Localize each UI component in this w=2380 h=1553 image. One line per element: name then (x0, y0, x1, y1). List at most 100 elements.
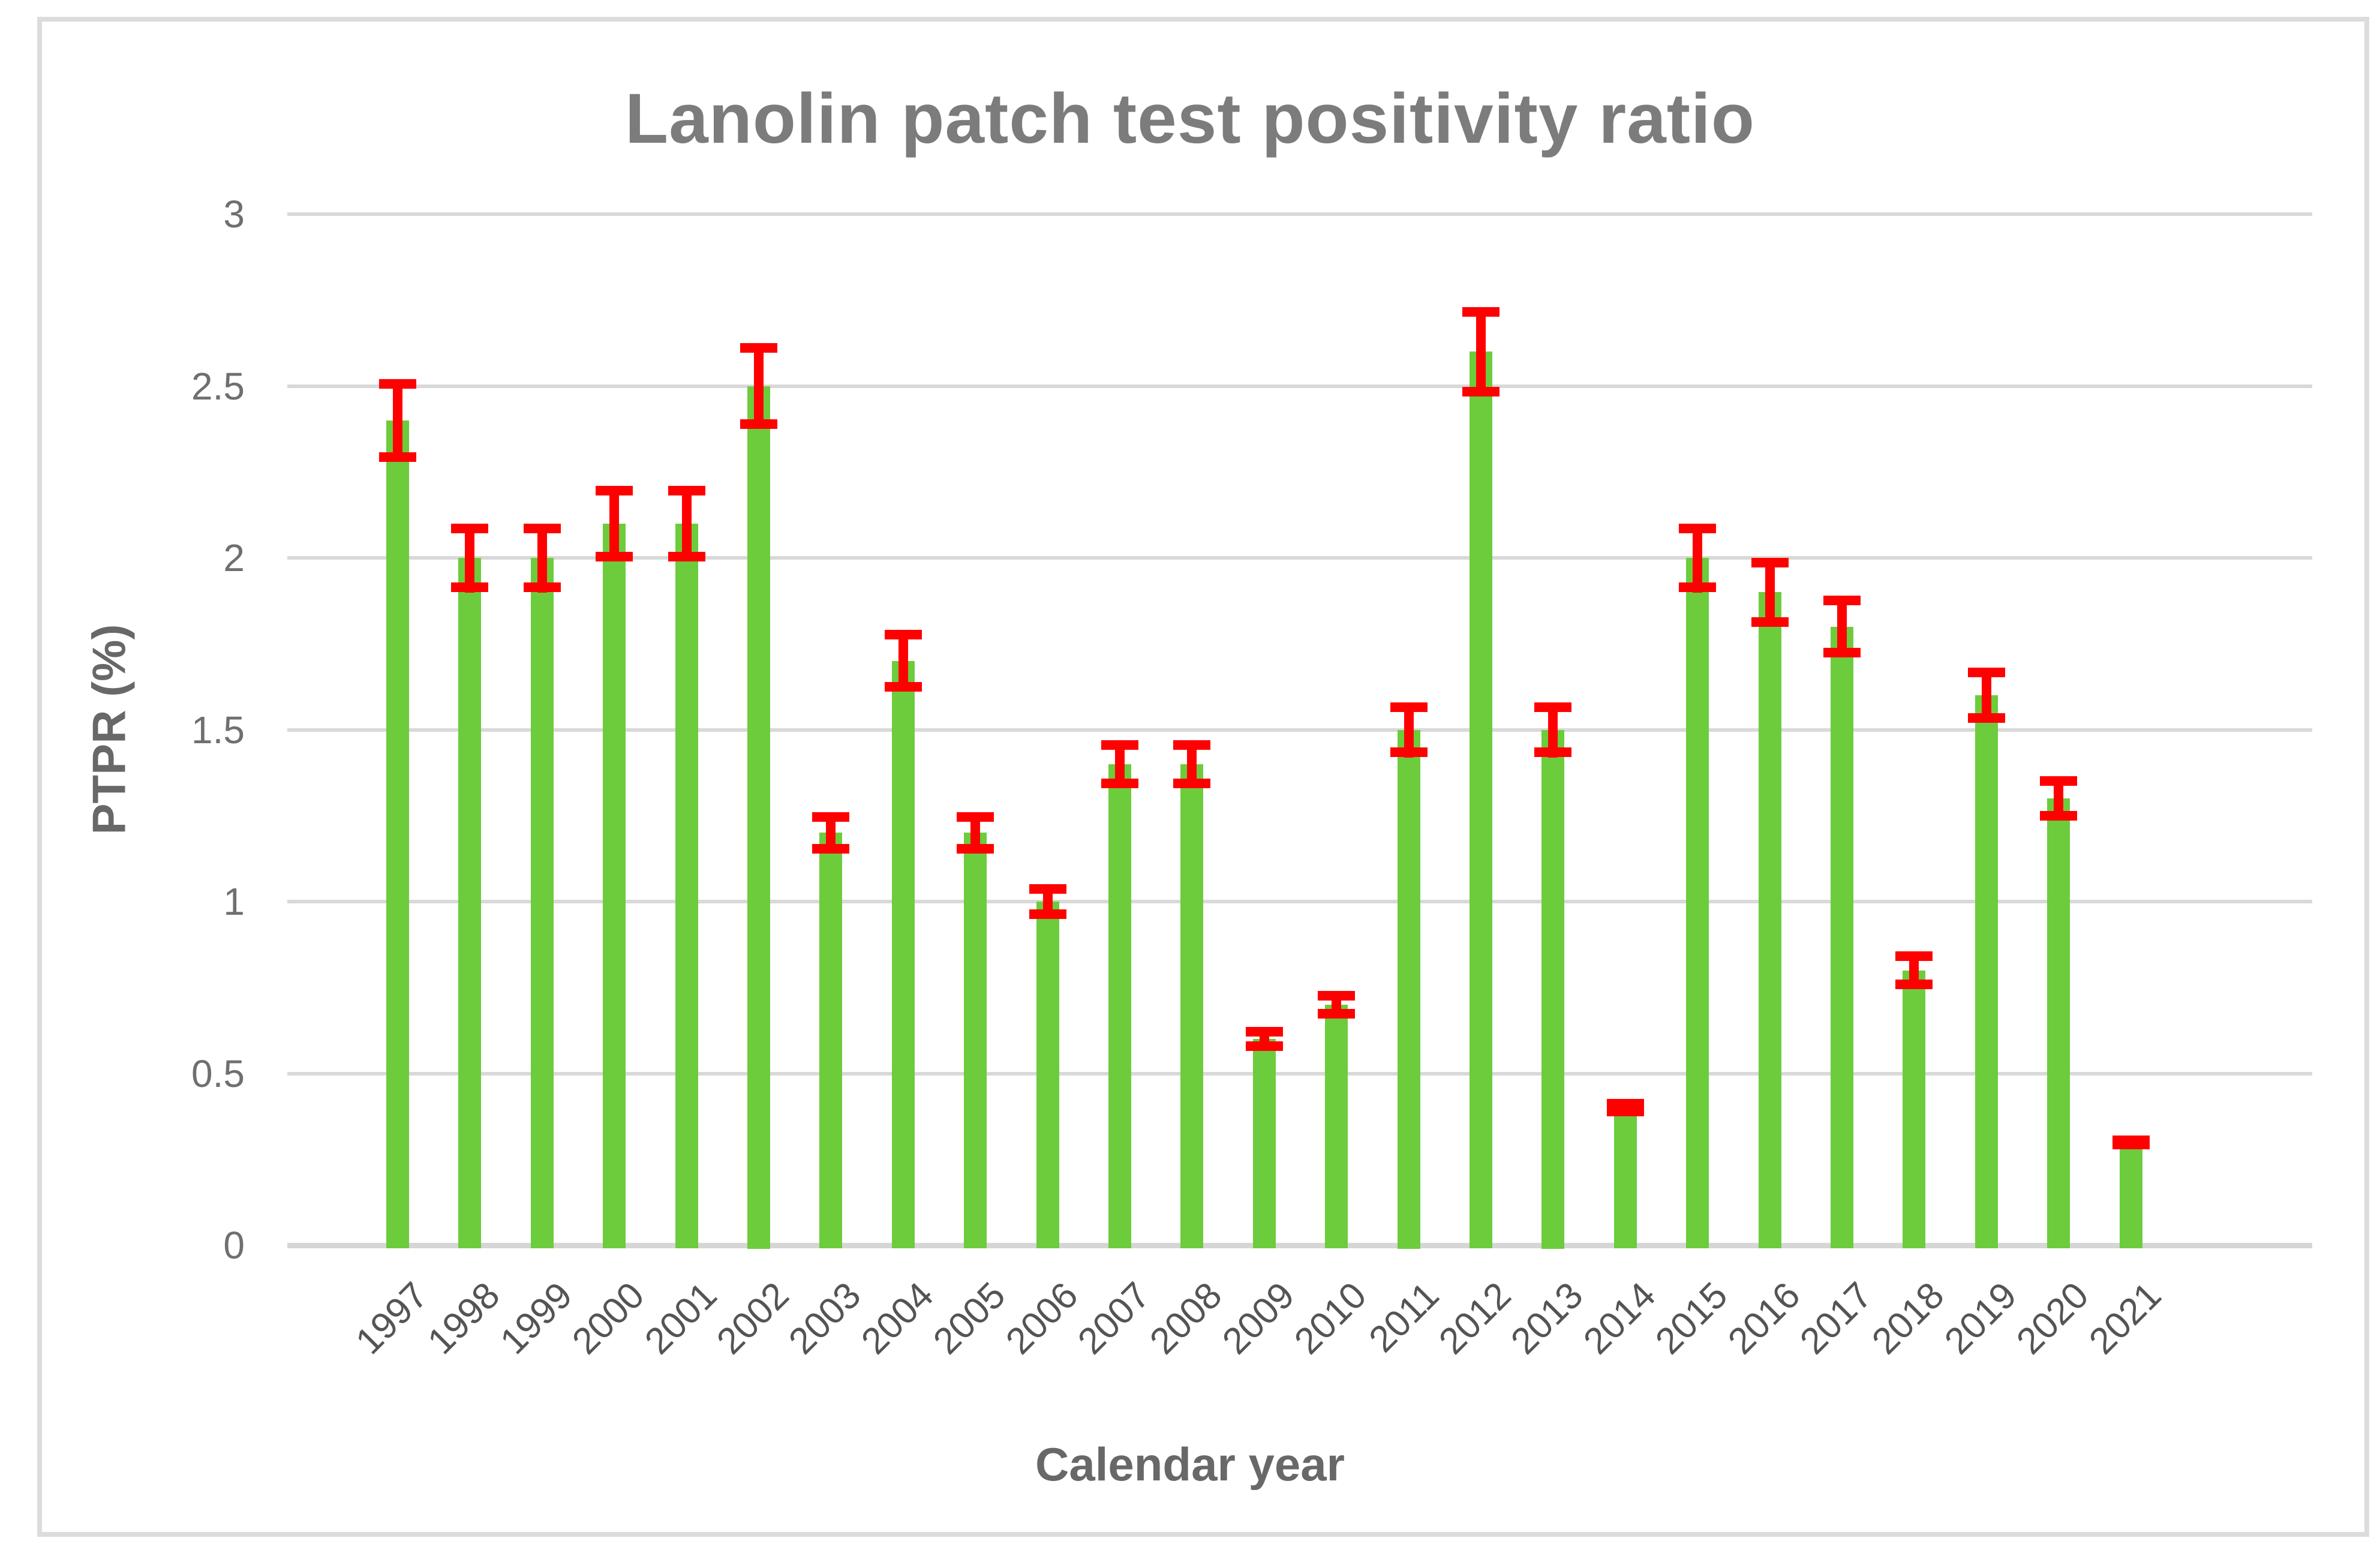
bar-1997 (386, 420, 409, 1248)
bar-2021 (2120, 1142, 2142, 1248)
bar-2006 (1036, 902, 1059, 1248)
error-bar-stem-2001 (682, 486, 692, 561)
error-bar-top-cap-2005 (957, 812, 994, 822)
gridline-2 (287, 556, 2312, 560)
bar-2009 (1253, 1039, 1276, 1248)
bar-2000 (603, 524, 626, 1248)
error-bar-bottom-cap-2016 (1751, 617, 1789, 627)
error-bar-top-cap-2009 (1246, 1027, 1283, 1037)
error-bar-bottom-cap-2006 (1029, 909, 1066, 919)
error-bar-bottom-cap-2013 (1534, 747, 1571, 757)
error-bar-bottom-cap-2009 (1246, 1041, 1283, 1051)
gridline-1 (287, 900, 2312, 903)
error-bar-stem-2000 (609, 486, 619, 561)
bar-1999 (531, 558, 554, 1248)
bar-1998 (458, 558, 481, 1248)
bar-2015 (1686, 558, 1709, 1248)
error-bar-bottom-cap-2003 (812, 844, 849, 854)
error-bar-bottom-cap-2005 (957, 844, 994, 854)
gridline-1.5 (287, 728, 2312, 732)
bar-2019 (1975, 695, 1998, 1248)
error-bar-bottom-cap-2018 (1895, 980, 1933, 989)
error-bar-top-cap-2002 (740, 343, 777, 353)
error-bar-top-cap-2013 (1534, 702, 1571, 712)
bar-2005 (964, 833, 987, 1248)
error-bar-bottom-cap-2021 (2112, 1140, 2150, 1149)
bar-2008 (1180, 764, 1203, 1248)
error-bar-stem-2002 (754, 343, 764, 429)
error-bar-top-cap-2019 (1968, 668, 2005, 677)
bar-2003 (819, 833, 842, 1248)
bar-2001 (675, 524, 698, 1248)
bar-2013 (1541, 730, 1564, 1249)
error-bar-stem-2013 (1548, 702, 1558, 758)
error-bar-top-cap-2006 (1029, 884, 1066, 894)
gridline-0.5 (287, 1072, 2312, 1076)
error-bar-bottom-cap-2002 (740, 419, 777, 429)
chart-title: Lanolin patch test positivity ratio (625, 79, 1755, 158)
error-bar-top-cap-2012 (1462, 307, 1499, 317)
error-bar-bottom-cap-2000 (596, 552, 633, 561)
error-bar-stem-1998 (465, 524, 474, 593)
y-tick-label-0: 0 (223, 1224, 245, 1267)
error-bar-bottom-cap-2017 (1823, 648, 1861, 657)
x-axis-line (287, 1243, 2312, 1248)
error-bar-bottom-cap-2014 (1607, 1107, 1644, 1116)
error-bar-top-cap-2004 (885, 630, 922, 639)
error-bar-bottom-cap-2004 (885, 682, 922, 692)
y-tick-label-2: 2 (223, 536, 245, 579)
error-bar-top-cap-2010 (1318, 991, 1355, 1001)
error-bar-stem-1997 (393, 379, 402, 462)
bar-2018 (1903, 971, 1925, 1248)
y-tick-label-0.5: 0.5 (191, 1052, 245, 1095)
bar-2007 (1108, 764, 1131, 1248)
bar-2017 (1831, 627, 1853, 1248)
error-bar-stem-2005 (970, 812, 980, 854)
error-bar-stem-2015 (1693, 524, 1702, 593)
y-tick-label-2.5: 2.5 (191, 365, 245, 408)
error-bar-top-cap-2007 (1101, 740, 1138, 750)
error-bar-top-cap-2016 (1751, 558, 1789, 567)
error-bar-stem-2008 (1187, 740, 1197, 788)
error-bar-bottom-cap-1997 (379, 452, 416, 462)
error-bar-stem-2011 (1404, 702, 1414, 758)
bar-2010 (1325, 1005, 1348, 1248)
gridline-2.5 (287, 385, 2312, 388)
error-bar-bottom-cap-2012 (1462, 387, 1499, 396)
error-bar-bottom-cap-2015 (1679, 582, 1716, 592)
error-bar-top-cap-2000 (596, 486, 633, 495)
y-tick-label-1: 1 (223, 880, 245, 923)
error-bar-stem-2020 (2054, 776, 2063, 821)
gridline-3 (287, 212, 2312, 216)
bar-2014 (1614, 1108, 1637, 1248)
error-bar-stem-2007 (1115, 740, 1125, 788)
error-bar-top-cap-2015 (1679, 524, 1716, 533)
error-bar-top-cap-2014 (1607, 1099, 1644, 1109)
figure-border (37, 17, 2369, 1537)
x-axis-title: Calendar year (1035, 1438, 1345, 1491)
error-bar-top-cap-1998 (451, 524, 488, 533)
y-tick-label-1.5: 1.5 (191, 708, 245, 752)
bar-2011 (1398, 730, 1420, 1249)
error-bar-top-cap-1999 (524, 524, 561, 533)
error-bar-bottom-cap-2020 (2040, 811, 2077, 821)
bar-2016 (1759, 592, 1781, 1248)
bar-2002 (747, 386, 770, 1249)
error-bar-stem-2017 (1837, 596, 1847, 657)
error-bar-bottom-cap-1999 (524, 582, 561, 592)
error-bar-bottom-cap-2001 (668, 552, 705, 561)
error-bar-bottom-cap-2011 (1390, 747, 1428, 757)
error-bar-bottom-cap-2008 (1173, 779, 1210, 788)
error-bar-top-cap-2018 (1895, 951, 1933, 961)
error-bar-top-cap-2017 (1823, 596, 1861, 605)
error-bar-bottom-cap-2019 (1968, 713, 2005, 723)
error-bar-top-cap-2001 (668, 486, 705, 495)
error-bar-stem-2016 (1765, 558, 1775, 627)
error-bar-stem-2019 (1982, 668, 1991, 723)
bar-2004 (892, 661, 915, 1248)
error-bar-top-cap-2003 (812, 812, 849, 822)
bar-2012 (1470, 352, 1492, 1248)
error-bar-stem-2004 (898, 630, 908, 692)
y-tick-label-3: 3 (223, 193, 245, 236)
